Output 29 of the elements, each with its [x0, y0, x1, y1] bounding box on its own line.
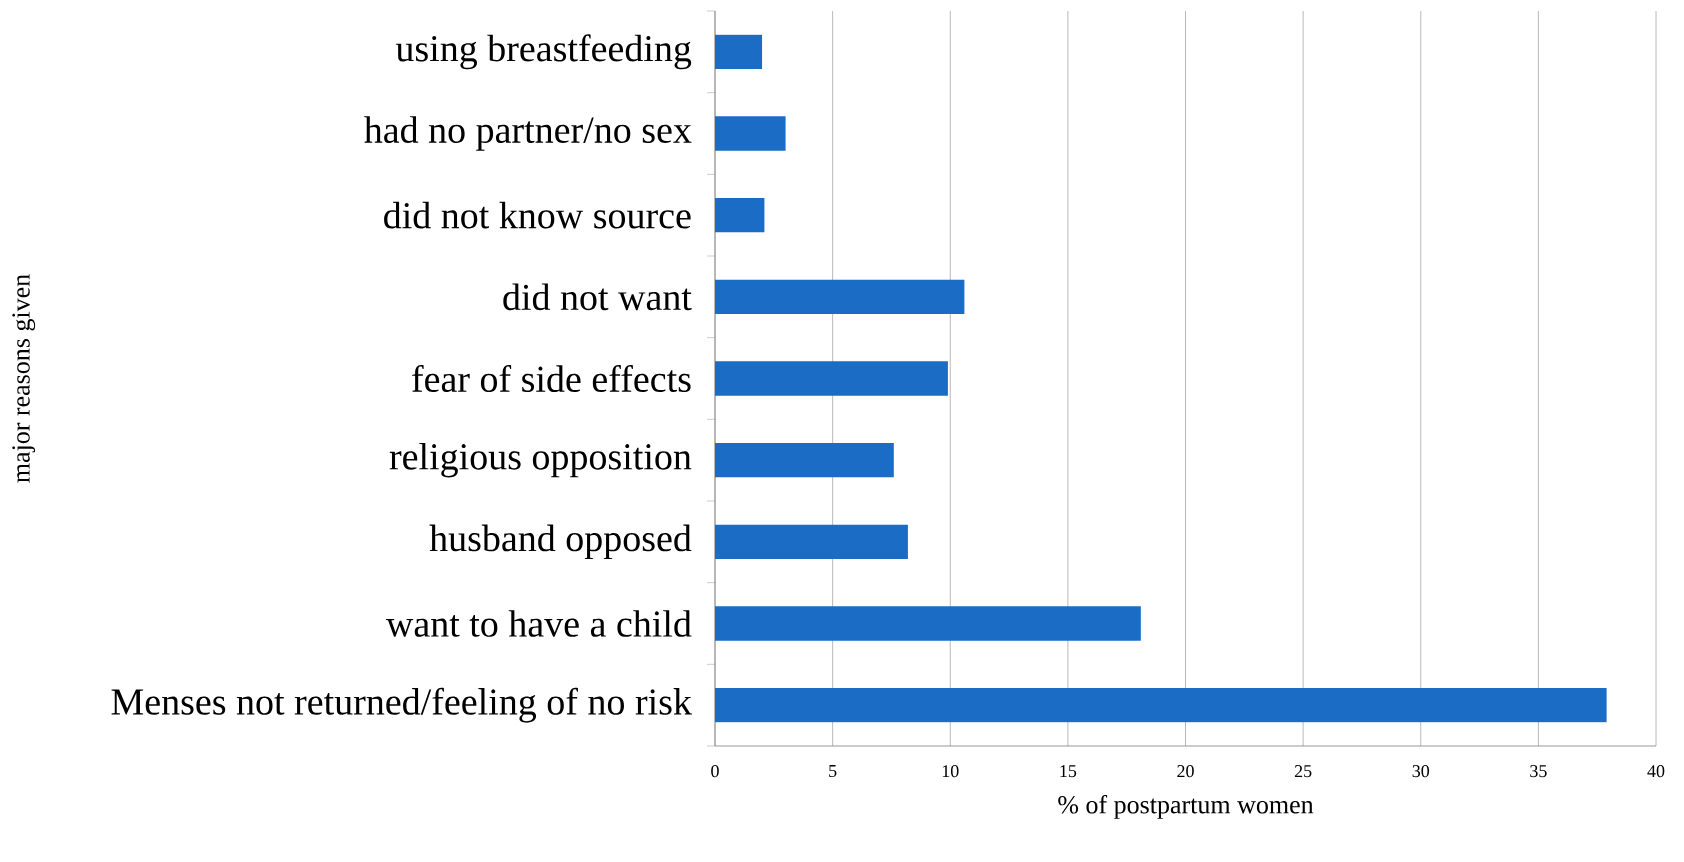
x-tick-label: 30	[1412, 765, 1430, 778]
y-tick-label: fear of side effects	[412, 364, 691, 393]
bar	[715, 524, 908, 559]
bar	[715, 606, 1141, 641]
bar	[715, 688, 1607, 723]
x-tick-label: 40	[1647, 765, 1665, 778]
y-tick-label: religious opposition	[389, 442, 692, 478]
bar	[715, 361, 948, 396]
x-tick-label: 15	[1060, 765, 1077, 778]
bar	[715, 443, 894, 478]
y-tick-label: did not want	[503, 283, 692, 311]
y-tick-label: husband opposed	[429, 524, 692, 560]
x-axis-title: % of postpartum women	[1058, 794, 1314, 819]
y-tick-label: using breastfeeding	[395, 34, 692, 70]
bar	[715, 279, 965, 314]
bar	[715, 34, 763, 69]
x-tick-label: 20	[1177, 765, 1194, 778]
x-tick-label: 5	[829, 765, 837, 778]
x-tick-label: 35	[1530, 765, 1547, 778]
x-tick-label: 0	[711, 765, 719, 778]
y-tick-label: want to have a child	[385, 610, 692, 637]
bar	[715, 198, 765, 233]
y-tick-label: had no partner/no sex	[364, 116, 692, 151]
y-tick-label: did not know source	[384, 201, 691, 229]
y-tick-label: Menses not returned/feeling of no risk	[111, 687, 692, 723]
bar	[715, 116, 786, 151]
y-axis-title: major reasons given	[12, 274, 36, 483]
x-tick-label: 10	[942, 765, 959, 778]
x-tick-label: 25	[1294, 765, 1312, 778]
